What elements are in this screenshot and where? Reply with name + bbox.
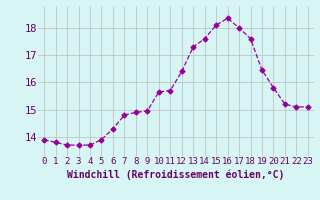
X-axis label: Windchill (Refroidissement éolien,°C): Windchill (Refroidissement éolien,°C): [67, 169, 285, 180]
